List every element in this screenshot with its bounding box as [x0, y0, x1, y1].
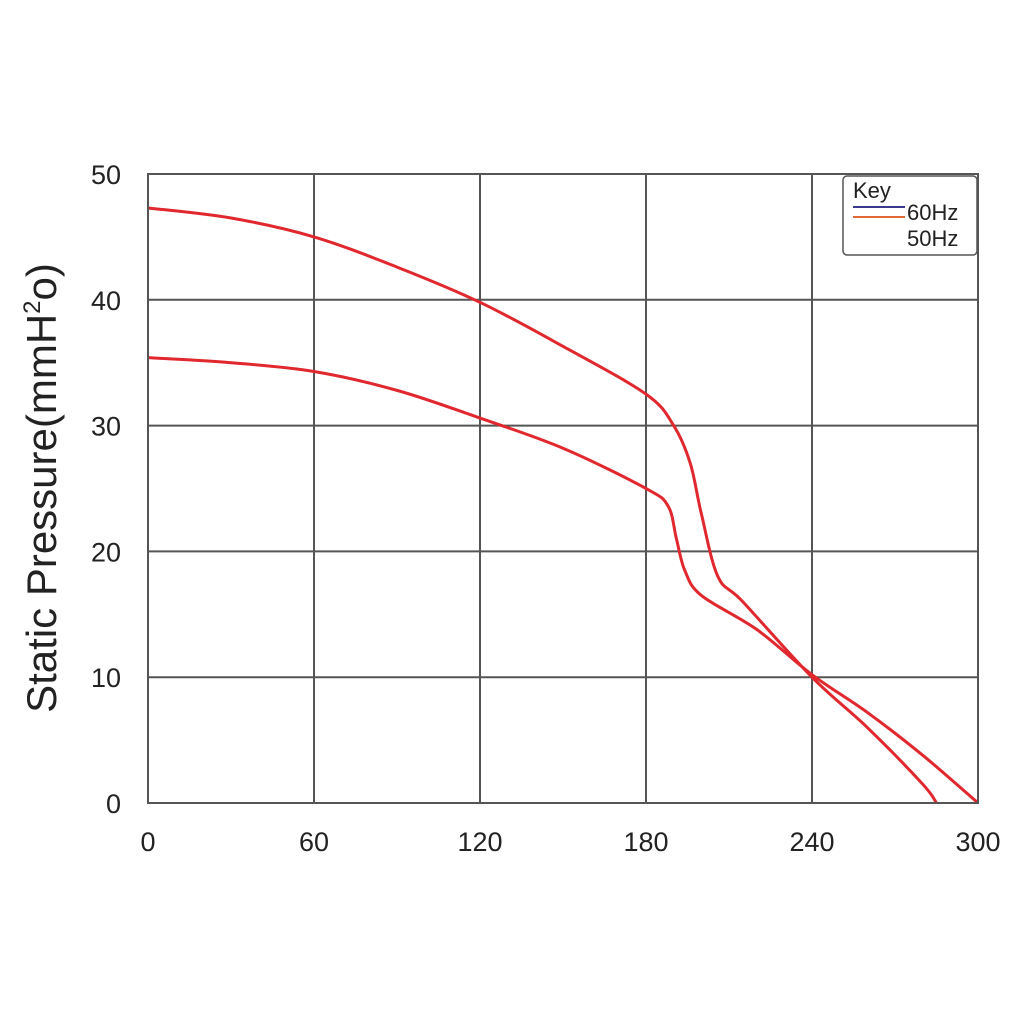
y-tick-label: 10 [91, 663, 121, 693]
y-tick-labels: 0 10 20 30 40 50 [91, 160, 121, 819]
y-axis-label: Static Pressure(mmH2o) [18, 263, 65, 713]
y-tick-label: 30 [91, 412, 121, 442]
y-tick-label: 40 [91, 286, 121, 316]
grid-lines [147, 173, 979, 804]
series-line-0 [147, 206, 938, 804]
legend-box [842, 175, 978, 256]
legend-label-50hz: 50Hz [907, 226, 958, 251]
x-tick-label: 180 [623, 827, 668, 857]
series-line-1 [147, 356, 979, 805]
series-layer [147, 206, 979, 805]
legend-label-60hz: 60Hz [907, 200, 958, 225]
y-tick-label: 20 [91, 537, 121, 567]
x-tick-label: 120 [457, 827, 502, 857]
plot-frame [147, 173, 979, 804]
x-tick-label: 300 [955, 827, 1000, 857]
x-tick-labels: 0 60 120 180 240 300 [140, 827, 1000, 857]
y-tick-label: 50 [91, 160, 121, 190]
y-tick-label: 0 [106, 789, 121, 819]
legend: Key 60Hz 50Hz [842, 175, 978, 256]
legend-title: Key [853, 178, 891, 203]
x-tick-label: 60 [299, 827, 329, 857]
x-tick-label: 0 [140, 827, 155, 857]
x-tick-label: 240 [789, 827, 834, 857]
